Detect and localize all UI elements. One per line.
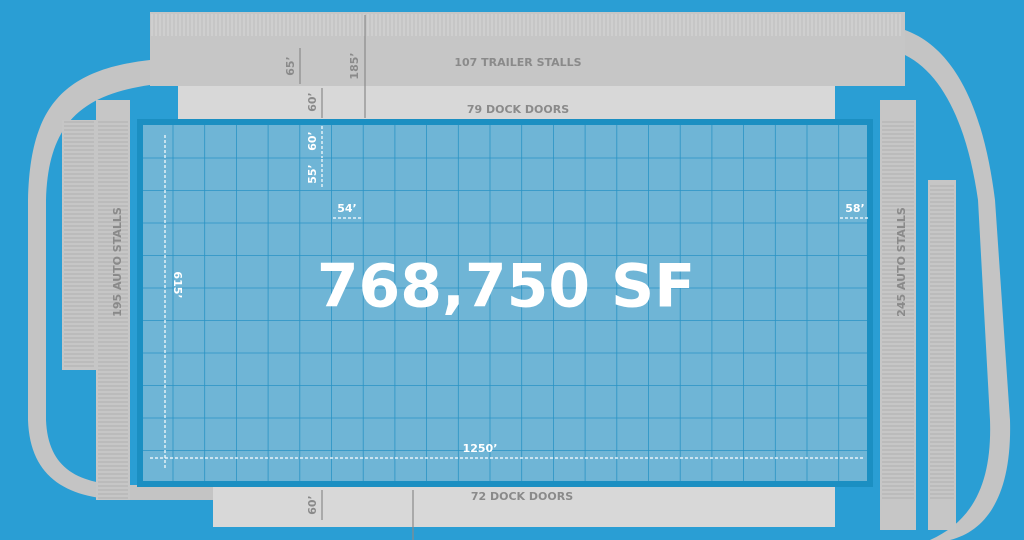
south-dock-doors: 72 DOCK DOORS bbox=[471, 490, 573, 503]
building-width: 1250’ bbox=[463, 442, 498, 455]
dimension: 54’ bbox=[337, 202, 357, 215]
trailer-stalls: 107 TRAILER STALLS bbox=[454, 56, 581, 69]
building-depth: 615’ bbox=[171, 271, 184, 298]
west-auto-stalls: 195 AUTO STALLS bbox=[111, 207, 124, 317]
dimension: 65’ bbox=[284, 56, 297, 76]
building-area: 768,750 SF bbox=[317, 252, 695, 322]
east-auto-stalls: 245 AUTO STALLS bbox=[895, 207, 908, 317]
dimension: 55’ bbox=[306, 164, 319, 184]
east-parking-strip bbox=[928, 180, 956, 530]
dimension: 185’ bbox=[348, 52, 361, 79]
dimension: 60’ bbox=[306, 92, 319, 112]
dimension: 60’ bbox=[306, 495, 319, 515]
dimension: 58’ bbox=[845, 202, 865, 215]
dimension: 60’ bbox=[306, 131, 319, 151]
site-plan: 768,750 SF 1250’ 615’ 107 TRAILER STALLS… bbox=[0, 0, 1024, 540]
north-dock-doors: 79 DOCK DOORS bbox=[467, 103, 569, 116]
